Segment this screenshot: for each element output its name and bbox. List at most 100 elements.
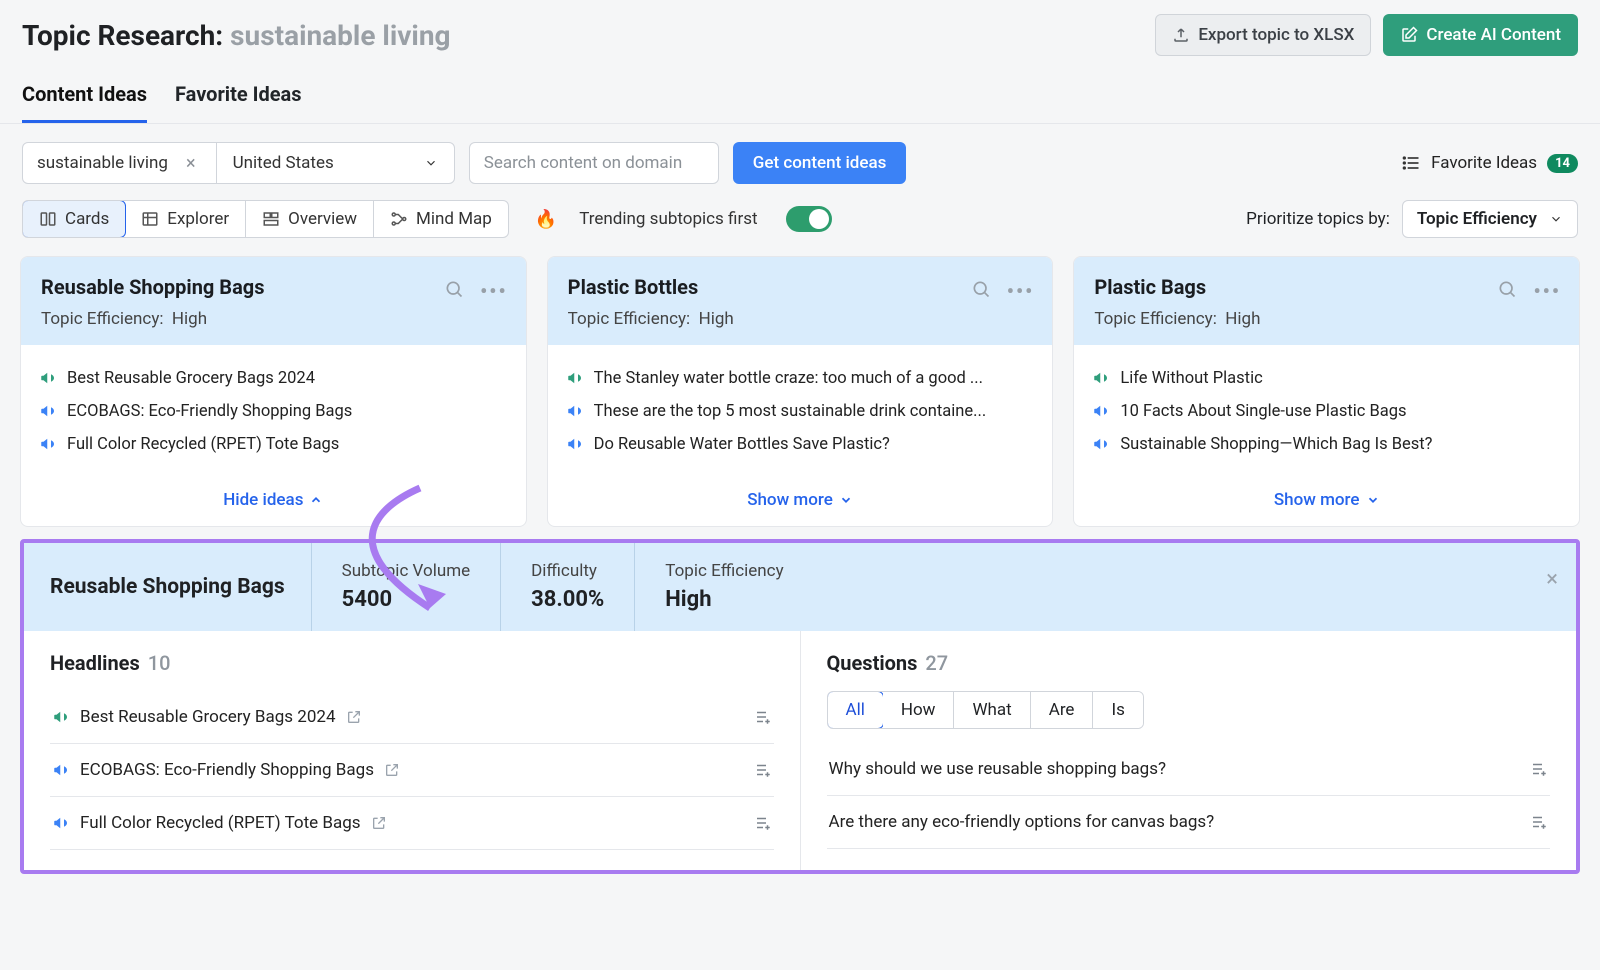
search-icon[interactable]	[1497, 279, 1517, 303]
list-icon	[1401, 153, 1421, 173]
tab-content-ideas[interactable]: Content Ideas	[22, 82, 147, 123]
favorite-ideas-link[interactable]: Favorite Ideas 14	[1401, 153, 1578, 173]
tab-bar: Content Ideas Favorite Ideas	[0, 60, 1600, 124]
view-overview[interactable]: Overview	[246, 201, 374, 237]
search-icon[interactable]	[971, 279, 991, 303]
add-to-list-icon[interactable]	[1530, 760, 1548, 778]
more-icon[interactable]: •••	[1007, 279, 1035, 303]
view-cards-label: Cards	[65, 209, 109, 229]
add-to-list-icon[interactable]	[754, 708, 772, 726]
get-content-ideas-label: Get content ideas	[753, 153, 887, 173]
idea-text: ECOBAGS: Eco-Friendly Shopping Bags	[67, 402, 352, 421]
metric-difficulty-value: 38.00%	[531, 587, 604, 612]
add-to-list-icon[interactable]	[754, 761, 772, 779]
more-icon[interactable]: •••	[480, 279, 508, 303]
headline-row[interactable]: Best Reusable Grocery Bags 2024	[50, 691, 774, 744]
card-title: Reusable Shopping Bags	[41, 275, 506, 299]
cards-icon	[39, 210, 57, 228]
card-title: Plastic Bottles	[568, 275, 1033, 299]
megaphone-icon	[1092, 369, 1110, 387]
get-content-ideas-button[interactable]: Get content ideas	[733, 142, 907, 184]
question-filter-are[interactable]: Are	[1031, 692, 1094, 728]
view-mindmap[interactable]: Mind Map	[374, 201, 508, 237]
search-term-value: sustainable living	[37, 153, 168, 173]
view-overview-label: Overview	[288, 209, 357, 229]
edit-icon	[1400, 26, 1418, 44]
expanded-panel: Reusable Shopping Bags Subtopic Volume 5…	[20, 539, 1580, 874]
topic-card: Reusable Shopping Bags Topic Efficiency:…	[20, 256, 527, 527]
table-icon	[141, 210, 159, 228]
search-icon[interactable]	[444, 279, 464, 303]
prioritize-label: Prioritize topics by:	[1246, 209, 1390, 229]
headline-text: Full Color Recycled (RPET) Tote Bags	[80, 813, 361, 833]
export-button-label: Export topic to XLSX	[1198, 25, 1354, 45]
domain-search-input[interactable]: Search content on domain	[469, 142, 719, 184]
more-icon[interactable]: •••	[1533, 279, 1561, 303]
tab-favorite-ideas[interactable]: Favorite Ideas	[175, 82, 302, 123]
prioritize-value: Topic Efficiency	[1417, 209, 1537, 229]
external-link-icon[interactable]	[371, 815, 387, 831]
flame-icon: 🔥	[535, 209, 557, 230]
megaphone-icon	[39, 402, 57, 420]
question-row[interactable]: Why should we use reusable shopping bags…	[827, 743, 1551, 796]
external-link-icon[interactable]	[384, 762, 400, 778]
prioritize-select[interactable]: Topic Efficiency	[1402, 200, 1578, 238]
question-filter-is[interactable]: Is	[1093, 692, 1142, 728]
country-value: United States	[233, 153, 334, 173]
idea-line[interactable]: Sustainable Shopping—Which Bag Is Best?	[1092, 435, 1561, 454]
headline-row[interactable]: ECOBAGS: Eco-Friendly Shopping Bags	[50, 744, 774, 797]
domain-placeholder: Search content on domain	[484, 153, 682, 173]
add-to-list-icon[interactable]	[1530, 813, 1548, 831]
question-text: Are there any eco-friendly options for c…	[829, 812, 1215, 832]
card-toggle-link[interactable]: Show more	[747, 490, 853, 510]
megaphone-icon	[566, 369, 584, 387]
headlines-label: Headlines	[50, 651, 140, 675]
megaphone-icon	[52, 708, 70, 726]
idea-line[interactable]: The Stanley water bottle craze: too much…	[566, 369, 1035, 388]
card-title: Plastic Bags	[1094, 275, 1559, 299]
idea-text: 10 Facts About Single-use Plastic Bags	[1120, 402, 1406, 421]
view-switcher: Cards Explorer Overview Mind Map	[22, 200, 509, 238]
country-select[interactable]: United States	[217, 153, 454, 173]
idea-text: Full Color Recycled (RPET) Tote Bags	[67, 435, 339, 454]
export-button[interactable]: Export topic to XLSX	[1155, 14, 1371, 56]
headline-text: ECOBAGS: Eco-Friendly Shopping Bags	[80, 760, 374, 780]
page-title-prefix: Topic Research:	[22, 19, 223, 52]
question-text: Why should we use reusable shopping bags…	[829, 759, 1167, 779]
card-toggle-link[interactable]: Hide ideas	[223, 490, 323, 510]
question-row[interactable]: Are there any eco-friendly options for c…	[827, 796, 1551, 849]
headline-text: Best Reusable Grocery Bags 2024	[80, 707, 336, 727]
view-explorer[interactable]: Explorer	[125, 201, 246, 237]
idea-line[interactable]: These are the top 5 most sustainable dri…	[566, 402, 1035, 421]
idea-text: Best Reusable Grocery Bags 2024	[67, 369, 315, 388]
clear-search-icon[interactable]: ×	[180, 153, 202, 174]
question-filter-all[interactable]: All	[827, 691, 884, 729]
idea-line[interactable]: Best Reusable Grocery Bags 2024	[39, 369, 508, 388]
idea-line[interactable]: Full Color Recycled (RPET) Tote Bags	[39, 435, 508, 454]
question-filter-what[interactable]: What	[954, 692, 1030, 728]
megaphone-icon	[52, 761, 70, 779]
question-filter: AllHowWhatAreIs	[827, 691, 1144, 729]
megaphone-icon	[39, 369, 57, 387]
close-icon[interactable]: ×	[1546, 567, 1558, 592]
add-to-list-icon[interactable]	[754, 814, 772, 832]
create-ai-content-button[interactable]: Create AI Content	[1383, 14, 1578, 56]
megaphone-icon	[52, 814, 70, 832]
trending-toggle[interactable]	[786, 206, 832, 232]
question-filter-how[interactable]: How	[883, 692, 955, 728]
idea-line[interactable]: Do Reusable Water Bottles Save Plastic?	[566, 435, 1035, 454]
questions-label: Questions	[827, 651, 918, 675]
idea-line[interactable]: 10 Facts About Single-use Plastic Bags	[1092, 402, 1561, 421]
card-efficiency: Topic Efficiency: High	[1094, 309, 1559, 329]
topic-card: Plastic Bottles Topic Efficiency: High •…	[547, 256, 1054, 527]
view-cards[interactable]: Cards	[22, 200, 126, 238]
external-link-icon[interactable]	[346, 709, 362, 725]
megaphone-icon	[566, 435, 584, 453]
card-toggle-link[interactable]: Show more	[1274, 490, 1380, 510]
headline-row[interactable]: Full Color Recycled (RPET) Tote Bags	[50, 797, 774, 850]
idea-line[interactable]: Life Without Plastic	[1092, 369, 1561, 388]
idea-line[interactable]: ECOBAGS: Eco-Friendly Shopping Bags	[39, 402, 508, 421]
overview-icon	[262, 210, 280, 228]
page-title-topic: sustainable living	[230, 19, 450, 52]
megaphone-icon	[1092, 435, 1110, 453]
